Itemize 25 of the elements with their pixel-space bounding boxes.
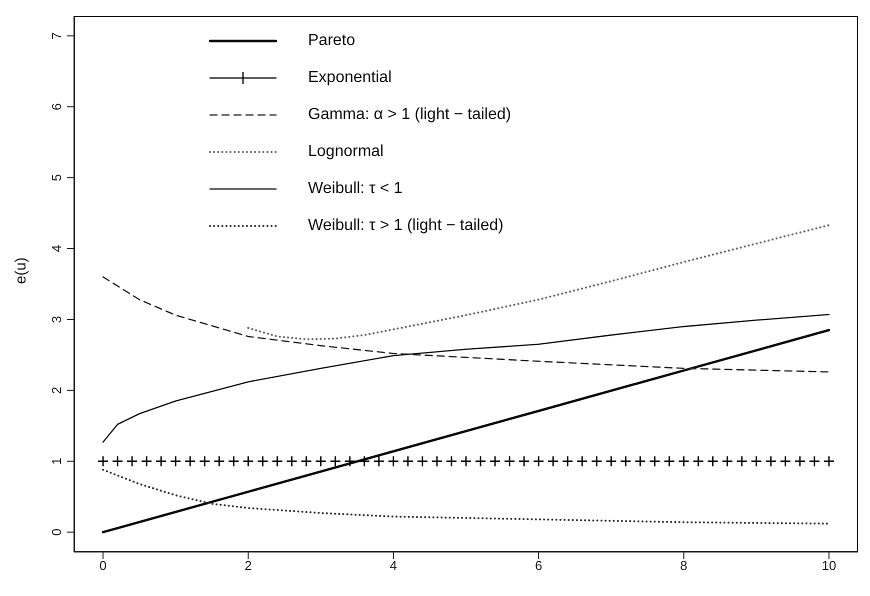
line-series	[102, 468, 830, 525]
line-series	[102, 314, 830, 443]
x-tick-label: 8	[680, 558, 688, 574]
y-tick-label: 0	[49, 528, 64, 536]
legend-label: Gamma: α > 1 (light − tailed)	[308, 106, 512, 124]
legend-label: Lognormal	[308, 142, 384, 160]
x-tick-label: 2	[244, 558, 252, 574]
x-tick-label: 6	[534, 558, 542, 574]
y-tick-label: 2	[49, 386, 64, 394]
y-tick-label: 7	[49, 32, 64, 40]
x-tick-label: 10	[822, 558, 836, 574]
legend-label: Weibull: τ > 1 (light − tailed)	[308, 216, 504, 234]
x-tick-label: 4	[390, 558, 398, 574]
legend-label: Exponential	[308, 68, 392, 86]
line-series	[102, 276, 830, 373]
y-tick-label: 3	[49, 316, 64, 324]
y-tick-label: 4	[49, 244, 64, 252]
y-tick-label: 5	[49, 174, 64, 182]
x-tick-label: 0	[99, 558, 107, 574]
line-series	[102, 328, 830, 534]
y-tick-label: 6	[49, 103, 64, 110]
legend-label: Weibull: τ < 1	[308, 180, 403, 198]
y-tick-label: 1	[49, 458, 64, 465]
legend-label: Pareto	[308, 32, 356, 50]
y-axis-title: e(u)	[12, 257, 30, 284]
